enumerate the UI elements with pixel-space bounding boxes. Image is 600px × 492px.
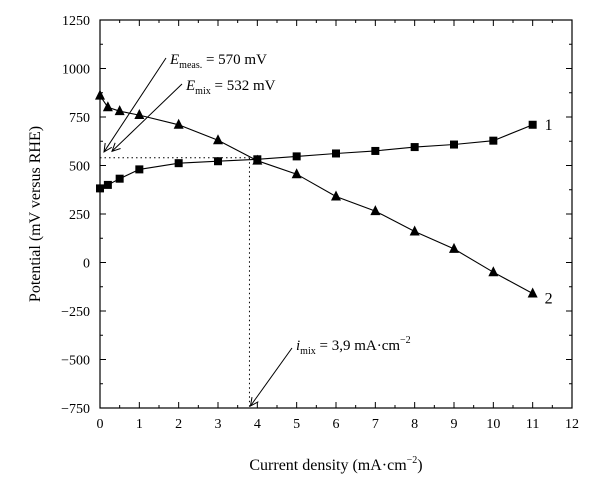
series-1-point: [292, 152, 301, 161]
x-axis-title-close: ): [417, 457, 422, 474]
y-axis-title: Potential (mV versus RHE): [27, 126, 44, 302]
series-2-point: [173, 118, 184, 129]
i-mix-subscript: mix: [300, 346, 316, 357]
axis-ticks: 0 1 2 3 4 5 6 7 8 9 10 11 12−750−500−250025050075010…: [61, 14, 579, 432]
i-mix-annotation: imix = 3,9 mA·cm−2: [296, 335, 411, 357]
i-mix-arrow: [249, 347, 293, 407]
series-1-point: [450, 140, 458, 149]
series-2-point: [370, 205, 381, 216]
y-tick-label: 1000: [62, 63, 90, 78]
x-axis-title-superscript: −2: [407, 455, 418, 466]
data-series: [95, 89, 538, 298]
i-mix-superscript: −2: [400, 335, 411, 346]
x-tick-label: 2: [175, 417, 182, 432]
series-2-point: [95, 89, 105, 100]
series-2-point: [527, 287, 538, 298]
e-mix-arrow: [111, 83, 183, 153]
x-tick-label: 9: [451, 417, 458, 432]
e-meas-annotation: Emeas. = 570 mV: [169, 52, 267, 71]
i-mix-arrow-head: [249, 397, 259, 407]
series-2-point: [331, 190, 341, 201]
y-tick-label: 500: [69, 160, 90, 175]
x-tick-label: 12: [565, 417, 579, 432]
i-mix-value: = 3,9 mA·cm: [316, 338, 401, 354]
series-1-line: [99, 124, 533, 189]
guide-lines: [100, 157, 250, 408]
e-mix-value: = 532 mV: [211, 78, 276, 94]
series-2-line: [99, 95, 533, 294]
x-tick-label: 4: [254, 417, 261, 432]
e-meas-arrow-head: [103, 142, 112, 153]
series-2-point: [114, 105, 125, 116]
e-meas-value: = 570 mV: [202, 52, 267, 68]
x-tick-label: 5: [293, 417, 300, 432]
x-tick-label: 0: [97, 417, 104, 432]
series-2-point: [102, 101, 113, 112]
e-mix-subscript: mix: [195, 86, 211, 97]
e-mix-arrow-shaft: [111, 83, 183, 152]
series-1-label: 1: [545, 117, 553, 134]
y-tick-label: −750: [61, 402, 90, 417]
series-1-point: [103, 180, 112, 189]
e-meas-arrow-shaft: [103, 57, 167, 153]
series-2-point: [252, 154, 263, 165]
x-tick-label: 1: [136, 417, 143, 432]
y-tick-label: 750: [69, 111, 90, 126]
series-1-point: [489, 136, 498, 145]
series-1-point: [410, 143, 419, 152]
series-1-point: [135, 165, 144, 174]
x-axis-title-text: Current density (mA·cm: [249, 457, 407, 474]
y-tick-label: −250: [61, 305, 90, 320]
y-tick-label: 1250: [62, 14, 90, 29]
i-mix-letter: i: [296, 338, 300, 354]
y-tick-label: 0: [83, 257, 90, 272]
e-mix-arrow-head: [111, 142, 121, 153]
e-meas-arrow: [103, 57, 167, 153]
x-tick-label: 11: [526, 417, 539, 432]
y-tick-label: −500: [61, 354, 90, 369]
annotation-arrows: [103, 57, 293, 407]
series-1-point: [214, 157, 222, 166]
series-2-point: [134, 109, 145, 120]
x-tick-label: 10: [486, 417, 500, 432]
series-1-point: [332, 149, 340, 158]
series-2-point: [449, 242, 459, 253]
series-2-label: 2: [545, 291, 553, 308]
series-2-point: [291, 168, 302, 179]
series-1-point: [115, 174, 124, 183]
series-2-point: [409, 225, 420, 236]
e-meas-subscript: meas.: [179, 60, 202, 71]
x-tick-label: 7: [372, 417, 379, 432]
i-mix-arrow-shaft: [250, 347, 293, 407]
x-tick-label: 3: [215, 417, 222, 432]
series-1-point: [174, 159, 183, 168]
y-tick-label: 250: [69, 208, 90, 223]
e-mix-letter: E: [185, 78, 195, 94]
series-2-point: [213, 134, 223, 145]
x-tick-label: 8: [411, 417, 418, 432]
series-1-point: [371, 146, 380, 155]
series-2-point: [488, 266, 499, 277]
x-axis-title: Current density (mA·cm−2): [249, 455, 422, 474]
x-tick-label: 6: [333, 417, 340, 432]
e-meas-letter: E: [169, 52, 179, 68]
series-1-point: [96, 184, 104, 193]
e-mix-annotation: Emix = 532 mV: [185, 78, 276, 97]
series-1-point: [528, 120, 537, 129]
